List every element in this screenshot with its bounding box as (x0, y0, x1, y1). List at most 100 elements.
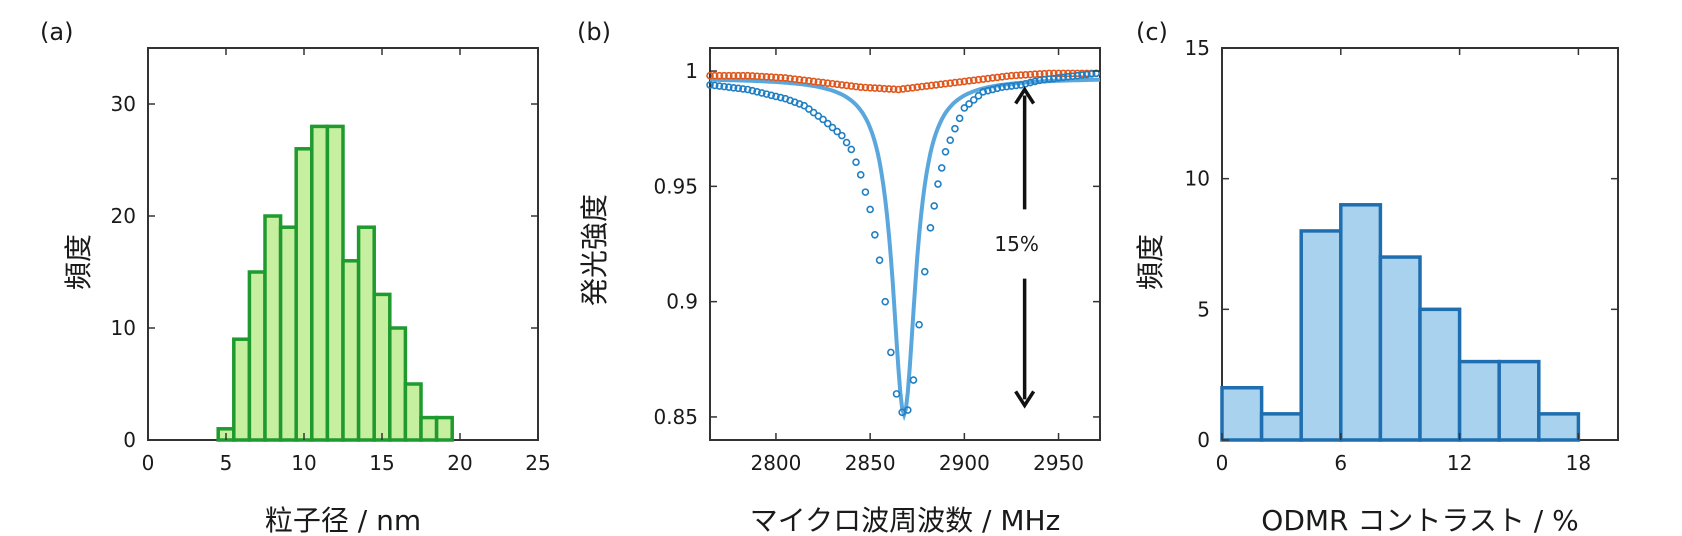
panel-b-measured-point (1087, 70, 1096, 78)
panel-c-y-tick-label: 10 (1185, 167, 1210, 191)
panel-b-reference-point (762, 73, 771, 81)
panel-b-reference-point (1017, 71, 1025, 79)
panel-b-reference-point (1002, 72, 1011, 81)
panel-b-measured-point (856, 171, 865, 179)
panel-b-measured-point (1073, 71, 1082, 80)
panel-b-reference-point (885, 85, 893, 93)
panel-b-x-tick-label: 2950 (1033, 451, 1084, 475)
panel-b-measured-point (767, 91, 776, 100)
panel-b-arrow-head-up (1014, 86, 1036, 105)
panel-a-y-tick-label: 20 (111, 204, 136, 228)
panel-b-reference-point (993, 73, 1002, 82)
panel-b-x-ticks: 2800 2850 2900 2950 (750, 48, 1084, 475)
panel-b-reference-point (706, 71, 714, 80)
panel-b-reference-point (918, 82, 926, 91)
panel-a-x-tick-label: 5 (220, 451, 233, 475)
panel-b-reference-point (833, 80, 841, 89)
panel-c-bar (1457, 359, 1501, 442)
panel-b-reference-point (734, 71, 743, 80)
panel-a-y-axis-label: 頻度 (62, 234, 95, 290)
panel-b-measured-point (1007, 82, 1016, 90)
panel-b-measured-point (887, 348, 895, 357)
panel-b-reference-point (729, 71, 738, 80)
panel-b-measured-point (1045, 75, 1053, 83)
panel-b-reference-point (772, 73, 780, 82)
panel-b-measured-point (772, 92, 780, 101)
panel-b-fit-curve (710, 77, 1101, 422)
panel-b-label: (b) (577, 18, 611, 46)
panel-b-reference-point (748, 72, 757, 80)
panel-c-x-axis-label: ODMR コントラスト / % (1261, 504, 1578, 536)
panel-b-measured-point (955, 114, 964, 123)
panel-c-y-tick-label: 5 (1197, 297, 1210, 321)
panel-b-measured-point (828, 123, 837, 132)
panel-b-reference-point (960, 77, 969, 86)
panel-a-bar (419, 415, 439, 442)
panel-b-axes-frame (709, 47, 1101, 441)
panel-c-bar (1259, 412, 1303, 442)
panel-b-measured-point (998, 83, 1006, 91)
panel-b-reference-point (955, 78, 964, 86)
panel-b-measured-point (776, 93, 785, 102)
panel-b-measured-point (965, 100, 973, 108)
panel-b-reference-point (984, 74, 992, 83)
panel-c-bar (1220, 385, 1264, 442)
panel-b-measured-point (960, 104, 969, 112)
panel-a-x-tick-label: 25 (525, 451, 550, 475)
panel-b-reference-point (715, 71, 724, 80)
panel-b-y-axis-label: 発光強度 (578, 194, 611, 306)
panel-b-measured-point (715, 82, 724, 90)
panel-b-measured-point (993, 84, 1002, 93)
panel-b-measured-point (725, 83, 733, 91)
panel-b-y-tick-label: 0.95 (653, 174, 698, 198)
panel-b-reference-point (969, 76, 978, 85)
panel-b-reference-point (720, 71, 728, 80)
panel-b-reference-point (908, 83, 917, 92)
panel-a-y-tick-label: 30 (111, 92, 136, 116)
panel-b-reference-point (979, 75, 987, 83)
panel-b-measured-point (1054, 74, 1063, 82)
panel-b-reference-point (946, 79, 955, 87)
panel-a-bar (356, 225, 376, 442)
panel-b-x-tick-label: 2850 (845, 451, 896, 475)
panel-b-reference-point (823, 79, 832, 87)
panel-b-reference-point (1021, 71, 1030, 79)
panel-b-measured-point (762, 90, 771, 98)
panel-b-reference-point (866, 83, 874, 92)
panel-b-measured-point (866, 205, 874, 214)
panel-b-reference-point (932, 81, 940, 89)
panel-b-measured-point (758, 89, 766, 97)
panel-b-measured-point (1068, 72, 1077, 81)
panel-b-measured-point (706, 81, 714, 89)
panel-b-measured-point (847, 145, 856, 154)
panel-b-measured-point (814, 112, 823, 120)
panel-a-bar (278, 225, 298, 442)
panel-a-bar (372, 292, 392, 442)
panel-b-reference-point (739, 71, 747, 80)
panel-b-measured-point (1078, 71, 1086, 79)
panel-a-bar (294, 147, 314, 442)
panel-b-contrast-arrow (1014, 86, 1036, 409)
panel-b-reference-point (880, 84, 889, 93)
panel-b-reference-point (838, 81, 846, 89)
panel-b-measured-point (979, 88, 987, 96)
panel-c-x-tick-label: 12 (1447, 451, 1472, 475)
panel-b-measured-point (809, 108, 818, 117)
panel-b-reference-point (828, 79, 837, 88)
panel-c-bar (1378, 255, 1422, 442)
panel-b-measured-point (941, 147, 950, 156)
panel-b-measured-point (1012, 81, 1020, 90)
panel-a-bar (388, 326, 408, 442)
panel-b-reference-point (889, 85, 898, 94)
panel-a-bars (216, 124, 454, 442)
panel-b-measured-point (881, 297, 890, 306)
panel-b-measured-point (710, 81, 719, 90)
panel-b-reference-point (974, 75, 983, 84)
panel-b-measured-point (1031, 77, 1039, 86)
panel-b-y-ticks: 0.85 0.9 0.95 1 (653, 59, 1100, 429)
panel-a-bar (310, 124, 330, 442)
panel-b-contrast-label: 15% (994, 232, 1038, 256)
panel-b-reference-point (753, 72, 761, 81)
panel-c-bar (1418, 307, 1462, 442)
